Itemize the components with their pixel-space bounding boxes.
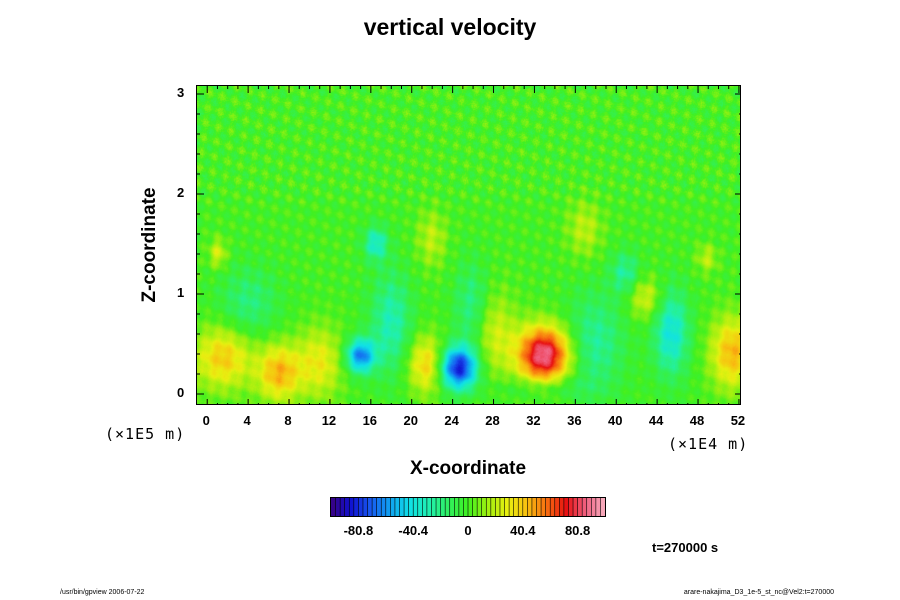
colorbar-segment bbox=[518, 498, 524, 516]
x-tick-label: 36 bbox=[567, 413, 582, 428]
time-label: t=270000 s bbox=[652, 540, 719, 555]
x-tick-label: 32 bbox=[526, 413, 541, 428]
x-axis-unit: (×1E4 m) bbox=[668, 435, 749, 453]
colorbar-segment bbox=[458, 498, 464, 516]
colorbar-segment bbox=[504, 498, 510, 516]
colorbar-segment bbox=[335, 498, 341, 516]
x-axis-label: X-coordinate bbox=[409, 458, 527, 479]
colorbar-segment bbox=[408, 498, 414, 516]
colorbar-segment bbox=[390, 498, 396, 516]
colorbar-segment bbox=[399, 498, 405, 516]
y-axis-unit: (×1E5 m) bbox=[105, 425, 186, 443]
colorbar-segment bbox=[513, 498, 519, 516]
velocity-field-heatmap bbox=[197, 86, 740, 404]
colorbar-segment bbox=[376, 498, 382, 516]
colorbar-segment bbox=[362, 498, 369, 516]
colorbar bbox=[330, 497, 606, 517]
colorbar-tick-label: -80.8 bbox=[343, 523, 374, 538]
x-tick-label: 44 bbox=[648, 413, 664, 428]
colorbar-segment bbox=[559, 498, 565, 516]
colorbar-segment bbox=[394, 498, 400, 516]
colorbar-segment bbox=[527, 498, 533, 516]
x-tick-label: 28 bbox=[485, 413, 500, 428]
colorbar-segment bbox=[582, 498, 588, 516]
y-tick-label: 0 bbox=[177, 385, 185, 400]
colorbar-segment bbox=[522, 498, 528, 516]
colorbar-segment bbox=[417, 498, 423, 516]
colorbar-segment bbox=[577, 498, 583, 516]
x-tick-label: 12 bbox=[321, 413, 337, 428]
footer-right: arare-nakajima_D3_1e-5_st_nc@Vel2:t=2700… bbox=[683, 589, 834, 596]
colorbar-segment bbox=[554, 498, 560, 516]
colorbar-segment bbox=[445, 498, 451, 516]
colorbar-segment bbox=[509, 498, 515, 516]
colorbar-segment bbox=[449, 498, 455, 516]
colorbar-segment bbox=[486, 498, 492, 516]
colorbar-segment bbox=[600, 498, 605, 516]
footer-left: /usr/bin/gpview 2006-07-22 bbox=[60, 589, 145, 596]
colorbar-segment bbox=[499, 498, 506, 516]
colorbar-gradient bbox=[331, 498, 605, 516]
colorbar-segment bbox=[454, 498, 460, 516]
colorbar-segment bbox=[477, 498, 483, 516]
colorbar-segment bbox=[573, 498, 579, 516]
colorbar-segment bbox=[481, 498, 487, 516]
colorbar-segment bbox=[436, 498, 442, 516]
colorbar-segment bbox=[495, 498, 501, 516]
colorbar-segment bbox=[550, 498, 556, 516]
x-tick-label: 8 bbox=[284, 413, 292, 428]
colorbar-segment bbox=[340, 498, 346, 516]
y-tick-label: 1 bbox=[177, 285, 185, 300]
x-tick-label: 0 bbox=[202, 413, 210, 428]
colorbar-segment bbox=[541, 498, 547, 516]
colorbar-segment bbox=[385, 498, 391, 516]
colorbar-segment bbox=[440, 498, 446, 516]
colorbar-segment bbox=[404, 498, 410, 516]
colorbar-segment bbox=[536, 498, 542, 516]
colorbar-segment bbox=[367, 498, 373, 516]
colorbar-segment bbox=[468, 498, 474, 516]
colorbar-segment bbox=[531, 498, 537, 516]
colorbar-segment bbox=[463, 498, 469, 516]
colorbar-segment bbox=[472, 498, 478, 516]
colorbar-segment bbox=[413, 498, 419, 516]
chart-title: vertical velocity bbox=[363, 14, 537, 40]
x-tick-label: 40 bbox=[607, 413, 623, 428]
x-tick-label: 20 bbox=[403, 413, 418, 428]
colorbar-segment bbox=[490, 498, 496, 516]
colorbar-segment bbox=[358, 498, 364, 516]
colorbar-segment bbox=[331, 498, 337, 516]
colorbar-segment bbox=[344, 498, 350, 516]
colorbar-segment bbox=[595, 498, 601, 516]
x-tick-label: 24 bbox=[444, 413, 459, 428]
colorbar-segment bbox=[545, 498, 551, 516]
colorbar-segment bbox=[381, 498, 387, 516]
plot-area bbox=[196, 85, 741, 405]
colorbar-segment bbox=[372, 498, 378, 516]
colorbar-segment bbox=[591, 498, 597, 516]
colorbar-segment bbox=[426, 498, 432, 516]
colorbar-segment bbox=[349, 498, 355, 516]
colorbar-tick-label: 80.8 bbox=[564, 523, 591, 538]
x-tick-label: 48 bbox=[689, 413, 705, 428]
colorbar-tick-label: -40.4 bbox=[398, 523, 429, 538]
y-axis-label: Z-coordinate bbox=[139, 187, 160, 303]
x-tick-label: 52 bbox=[730, 413, 746, 428]
y-tick-label: 2 bbox=[177, 185, 185, 200]
y-tick-label: 3 bbox=[177, 85, 185, 100]
colorbar-segment bbox=[568, 498, 574, 516]
x-tick-label: 16 bbox=[362, 413, 378, 428]
colorbar-tick-label: 0 bbox=[464, 523, 472, 538]
colorbar-segment bbox=[431, 498, 437, 516]
colorbar-segment bbox=[422, 498, 428, 516]
colorbar-segment bbox=[563, 498, 569, 516]
x-tick-label: 4 bbox=[243, 413, 251, 428]
colorbar-tick-label: 40.4 bbox=[510, 523, 536, 538]
colorbar-segment bbox=[586, 498, 592, 516]
colorbar-segment bbox=[353, 498, 359, 516]
plot-frame-ticks bbox=[197, 86, 740, 404]
